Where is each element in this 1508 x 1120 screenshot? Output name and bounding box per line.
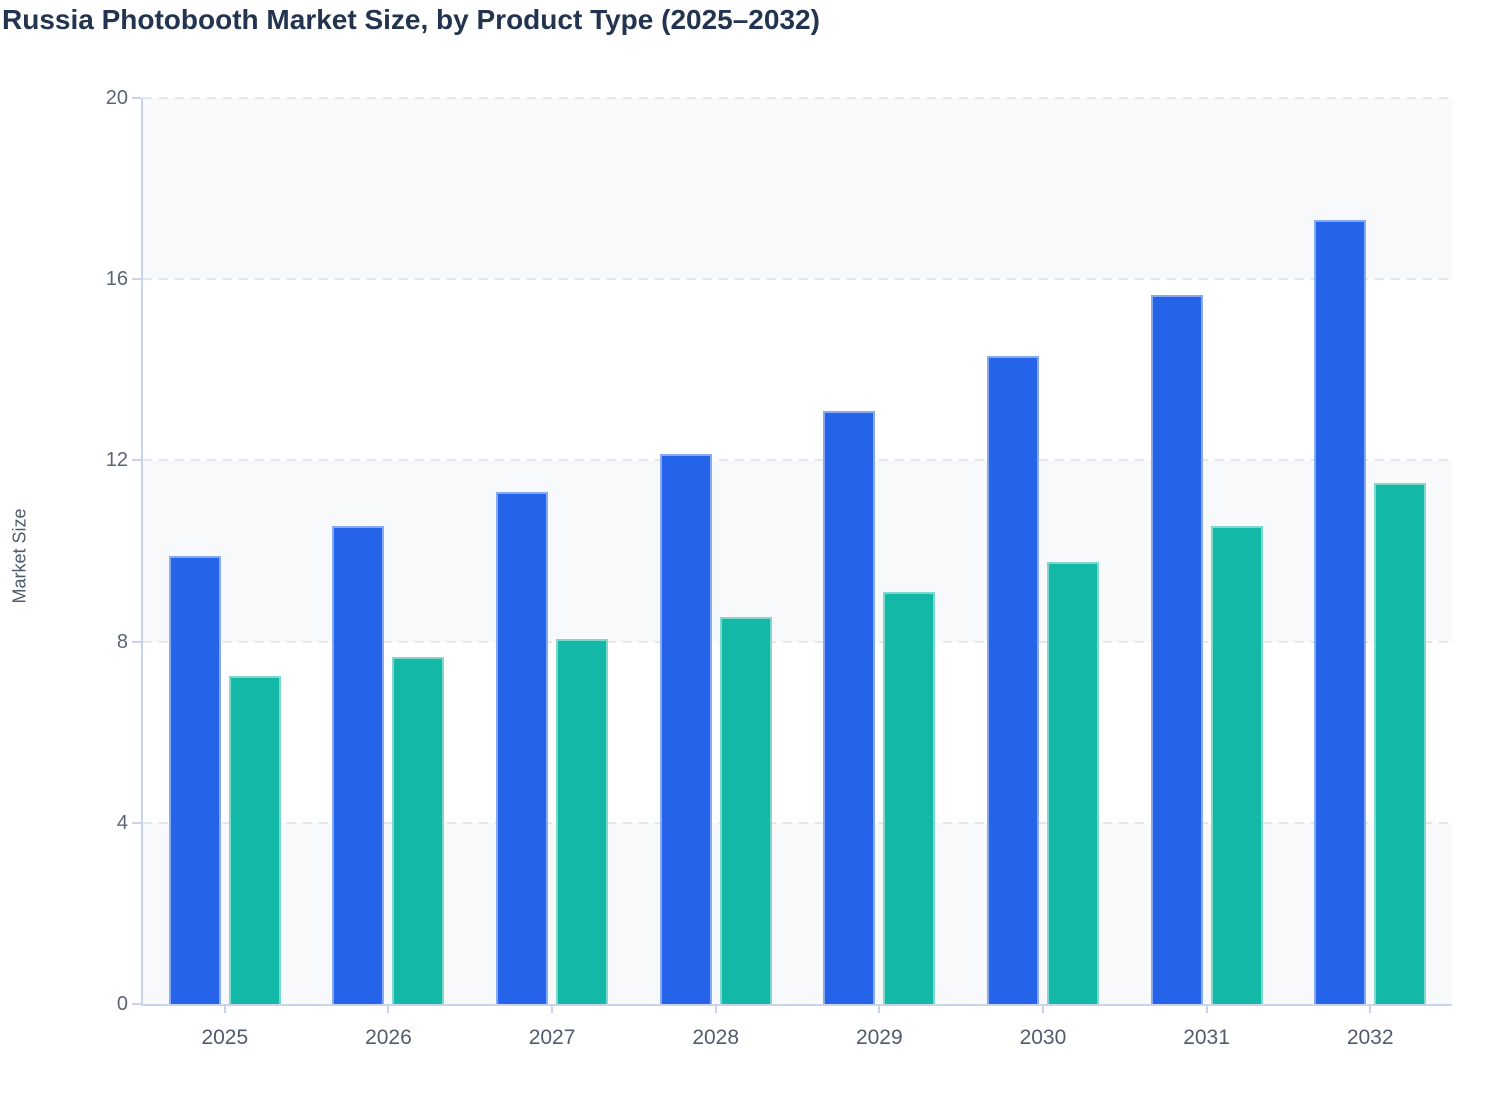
gridline <box>143 459 1452 462</box>
x-tick-mark <box>551 1004 554 1013</box>
gridline <box>143 821 1452 824</box>
y-axis-title: Market Size <box>9 508 30 604</box>
x-axis-line <box>141 1004 1452 1006</box>
bar-series-2-2031[interactable] <box>1210 526 1263 1004</box>
x-tick-mark <box>223 1004 226 1013</box>
gridline <box>143 278 1452 281</box>
bar-series-1-2032[interactable] <box>1314 220 1367 1004</box>
bar-series-1-2031[interactable] <box>1150 295 1203 1004</box>
bar-series-2-2029[interactable] <box>883 591 936 1004</box>
gridline <box>143 97 1452 99</box>
gridline <box>143 640 1452 643</box>
bar-series-1-2025[interactable] <box>168 555 221 1004</box>
y-tick-label: 12 <box>105 449 128 472</box>
x-tick-mark <box>1205 1004 1208 1013</box>
y-tick-mark <box>132 821 141 824</box>
y-tick-mark <box>132 1003 141 1005</box>
y-tick-mark <box>132 278 141 281</box>
x-tick-mark <box>1369 1004 1372 1013</box>
bar-series-1-2030[interactable] <box>986 356 1039 1004</box>
y-tick-label: 4 <box>116 811 128 834</box>
y-tick-mark <box>132 640 141 643</box>
y-axis-line <box>141 98 143 1004</box>
bar-series-1-2028[interactable] <box>659 453 712 1004</box>
y-tick-mark <box>132 459 141 462</box>
x-tick-label-2031: 2031 <box>1183 1026 1230 1049</box>
x-tick-mark <box>1041 1004 1044 1013</box>
bar-series-2-2030[interactable] <box>1046 562 1099 1004</box>
bar-series-1-2026[interactable] <box>332 526 385 1004</box>
chart-title: Russia Photobooth Market Size, by Produc… <box>2 4 820 35</box>
y-tick-mark <box>132 97 141 99</box>
y-tick-label: 8 <box>116 630 128 653</box>
x-tick-mark <box>387 1004 390 1013</box>
x-tick-label-2025: 2025 <box>201 1026 249 1049</box>
y-tick-label: 20 <box>105 87 128 109</box>
x-tick-label-2026: 2026 <box>365 1026 412 1049</box>
x-tick-label-2029: 2029 <box>855 1026 903 1049</box>
x-tick-mark <box>878 1004 881 1013</box>
y-tick-label: 0 <box>116 993 128 1015</box>
bar-series-2-2027[interactable] <box>556 639 609 1004</box>
bar-series-2-2028[interactable] <box>719 616 772 1004</box>
x-tick-label-2027: 2027 <box>528 1026 576 1049</box>
x-tick-label-2028: 2028 <box>692 1026 740 1049</box>
bar-series-2-2025[interactable] <box>228 675 281 1004</box>
x-tick-label-2032: 2032 <box>1346 1026 1394 1049</box>
plot-area <box>143 97 1452 1004</box>
y-tick-label: 16 <box>105 268 128 291</box>
x-tick-label-2030: 2030 <box>1019 1026 1067 1049</box>
x-tick-mark <box>714 1004 717 1013</box>
bar-series-1-2027[interactable] <box>496 492 549 1004</box>
bar-series-1-2029[interactable] <box>823 410 876 1004</box>
background-band <box>143 98 1452 280</box>
bar-series-2-2032[interactable] <box>1374 483 1427 1004</box>
bar-series-2-2026[interactable] <box>392 657 445 1004</box>
